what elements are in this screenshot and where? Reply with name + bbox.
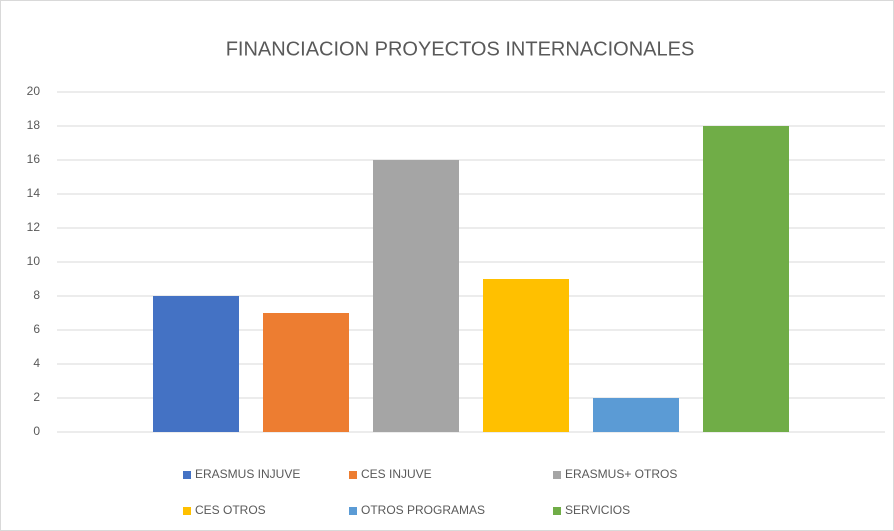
legend-label: CES INJUVE bbox=[361, 467, 432, 481]
legend-label: ERASMUS INJUVE bbox=[195, 467, 300, 481]
y-tick-label: 0 bbox=[33, 424, 40, 438]
legend-label: SERVICIOS bbox=[565, 503, 630, 517]
chart-title: FINANCIACION PROYECTOS INTERNACIONALES bbox=[226, 38, 695, 60]
legend-swatch bbox=[183, 471, 191, 479]
y-tick-label: 10 bbox=[27, 254, 41, 268]
bar bbox=[373, 160, 459, 432]
y-tick-label: 20 bbox=[27, 84, 41, 98]
legend-label: OTROS PROGRAMAS bbox=[361, 503, 485, 517]
legend-swatch bbox=[349, 507, 357, 515]
y-tick-label: 6 bbox=[33, 322, 40, 336]
y-tick-label: 2 bbox=[33, 390, 40, 404]
legend-label: CES OTROS bbox=[195, 503, 266, 517]
legend-label: ERASMUS+ OTROS bbox=[565, 467, 677, 481]
bar bbox=[263, 313, 349, 432]
legend-swatch bbox=[349, 471, 357, 479]
bar bbox=[153, 296, 239, 432]
y-tick-label: 12 bbox=[27, 220, 41, 234]
bar bbox=[593, 398, 679, 432]
bar bbox=[703, 126, 789, 432]
y-tick-label: 18 bbox=[27, 118, 41, 132]
y-tick-label: 8 bbox=[33, 288, 40, 302]
legend-swatch bbox=[553, 507, 561, 515]
legend-swatch bbox=[553, 471, 561, 479]
legend-swatch bbox=[183, 507, 191, 515]
y-tick-label: 14 bbox=[27, 186, 41, 200]
y-tick-label: 4 bbox=[33, 356, 40, 370]
bar bbox=[483, 279, 569, 432]
y-tick-label: 16 bbox=[27, 152, 41, 166]
